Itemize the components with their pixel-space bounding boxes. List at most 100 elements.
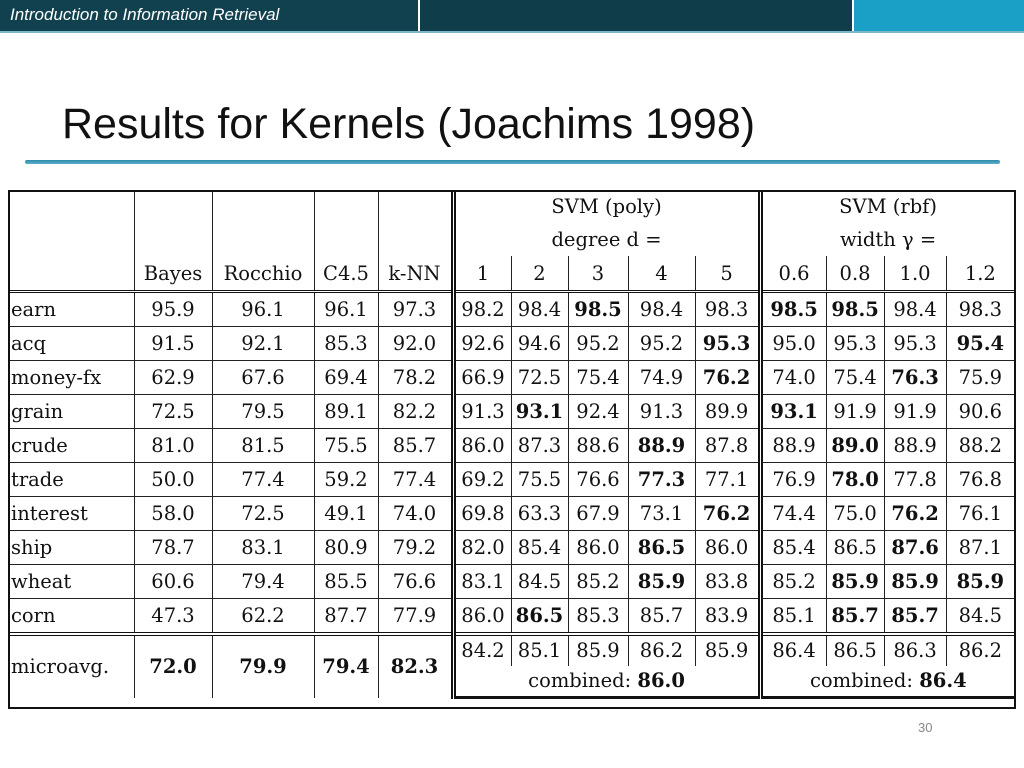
- table-cell: 95.4: [946, 326, 1015, 361]
- table-cell: 85.9: [568, 634, 629, 666]
- table-cell: 85.4: [511, 530, 569, 565]
- table-cell: 86.5: [826, 634, 885, 666]
- table-cell: 98.5: [826, 291, 885, 327]
- table-cell: 94.6: [511, 326, 569, 361]
- table-cell: 81.5: [212, 428, 315, 463]
- table-cell: 85.4: [760, 530, 827, 565]
- poly-combined-value: 86.0: [637, 669, 685, 692]
- table-cell: 96.1: [314, 291, 379, 327]
- banner-segment-right: [854, 0, 1024, 31]
- table-cell: 76.8: [946, 462, 1015, 497]
- table-cell: 85.7: [378, 428, 456, 463]
- table-cell: 85.2: [760, 564, 827, 599]
- table-row: money-fx 62.9 67.6 69.4 78.2 66.9 72.5 75.4 74.9…: [8, 360, 1015, 395]
- table-cell: 82.3: [378, 634, 456, 698]
- table-cell: 79.9: [212, 634, 315, 698]
- rbf-combined-label: combined:: [809, 669, 913, 692]
- table-cell: 98.4: [628, 291, 696, 327]
- table-cell: 86.3: [884, 634, 947, 666]
- table-cell: 76.1: [946, 496, 1015, 531]
- row-label: grain: [8, 394, 135, 429]
- row-label: wheat: [8, 564, 135, 599]
- table-cell: 76.2: [695, 496, 763, 531]
- table-cell: 95.3: [884, 326, 947, 361]
- table-cell: 79.5: [212, 394, 315, 429]
- table-cell: 85.1: [760, 598, 827, 636]
- table-cell: 62.9: [134, 360, 213, 395]
- table-cell: 77.9: [378, 598, 456, 636]
- table-cell: 89.1: [314, 394, 379, 429]
- row-label: crude: [8, 428, 135, 463]
- table-cell: 86.0: [568, 530, 629, 565]
- table-cell: 78.7: [134, 530, 213, 565]
- table-cell: 79.2: [378, 530, 456, 565]
- table-cell: 84.5: [511, 564, 569, 599]
- header-empty-cell: [378, 223, 456, 256]
- table-cell: 82.0: [453, 530, 512, 565]
- table-cell: 72.5: [212, 496, 315, 531]
- table-cell: 76.2: [884, 496, 947, 531]
- table-cell: 50.0: [134, 462, 213, 497]
- header-empty-cell: [8, 190, 135, 223]
- row-label: earn: [8, 291, 135, 327]
- table-cell: 83.8: [695, 564, 763, 599]
- row-label: acq: [8, 326, 135, 361]
- table-cell: 98.5: [760, 291, 827, 327]
- column-header: 1.2: [946, 256, 1015, 293]
- table-cell: 85.9: [826, 564, 885, 599]
- table-cell: 91.3: [628, 394, 696, 429]
- table-row: wheat 60.6 79.4 85.5 76.6 83.1 84.5 85.2 85.9 83.…: [8, 564, 1015, 599]
- header-empty-cell: [314, 190, 379, 223]
- table-cell: 85.7: [884, 598, 947, 636]
- table-cell: 85.7: [628, 598, 696, 636]
- table-cell: 76.6: [568, 462, 629, 497]
- table-cell: 85.9: [628, 564, 696, 599]
- table-cell: 75.4: [826, 360, 885, 395]
- table-cell: 93.1: [511, 394, 569, 429]
- table-cell: 67.6: [212, 360, 315, 395]
- banner-segment-middle: [420, 0, 852, 31]
- table-cell: 91.5: [134, 326, 213, 361]
- table-cell: 49.1: [314, 496, 379, 531]
- table-cell: 98.4: [884, 291, 947, 327]
- table-row: grain 72.5 79.5 89.1 82.2 91.3 93.1 92.4 91.3 89.…: [8, 394, 1015, 429]
- poly-combined-cell: combined: 86.0: [453, 666, 763, 699]
- table-cell: 86.5: [628, 530, 696, 565]
- table-cell: 88.2: [946, 428, 1015, 463]
- table-row: crude 81.0 81.5 75.5 85.7 86.0 87.3 88.6 88.9 87.…: [8, 428, 1015, 463]
- column-header: Bayes: [134, 256, 213, 293]
- table-cell: 98.5: [568, 291, 629, 327]
- table-cell: 77.1: [695, 462, 763, 497]
- table-cell: 60.6: [134, 564, 213, 599]
- combined-row: combined: 86.0 combined: 86.4: [8, 666, 1015, 699]
- header-row-columns: Bayes Rocchio C4.5 k-NN 1 2 3 4 5 0.6 0.…: [8, 256, 1015, 293]
- page-number: 30: [918, 720, 933, 735]
- table-row: acq 91.5 92.1 85.3 92.0 92.6 94.6 95.2 95.2 95.3 9…: [8, 326, 1015, 361]
- table-cell: 95.0: [760, 326, 827, 361]
- header-empty-cell: [134, 190, 213, 223]
- table-cell: 76.3: [884, 360, 947, 395]
- table-cell: 76.9: [760, 462, 827, 497]
- table-cell: 87.6: [884, 530, 947, 565]
- table-cell: 66.9: [453, 360, 512, 395]
- course-title: Introduction to Information Retrieval: [10, 5, 280, 24]
- table-cell: 84.5: [946, 598, 1015, 636]
- row-label: money-fx: [8, 360, 135, 395]
- table-cell: 87.3: [511, 428, 569, 463]
- table-cell: 85.1: [511, 634, 569, 666]
- table-cell: 89.9: [695, 394, 763, 429]
- table-cell: 69.8: [453, 496, 512, 531]
- header-row-group-titles: SVM (poly) SVM (rbf): [8, 190, 1015, 223]
- header-empty-cell: [378, 190, 456, 223]
- table-cell: 72.5: [511, 360, 569, 395]
- svm-rbf-param: width γ =: [760, 223, 1015, 256]
- table-cell: 95.9: [134, 291, 213, 327]
- table-cell: 75.0: [826, 496, 885, 531]
- table-cell: 83.9: [695, 598, 763, 636]
- table-cell: 76.2: [695, 360, 763, 395]
- table-cell: 58.0: [134, 496, 213, 531]
- table-cell: 92.4: [568, 394, 629, 429]
- table-cell: 86.4: [760, 634, 827, 666]
- table-cell: 69.4: [314, 360, 379, 395]
- table-cell: 75.4: [568, 360, 629, 395]
